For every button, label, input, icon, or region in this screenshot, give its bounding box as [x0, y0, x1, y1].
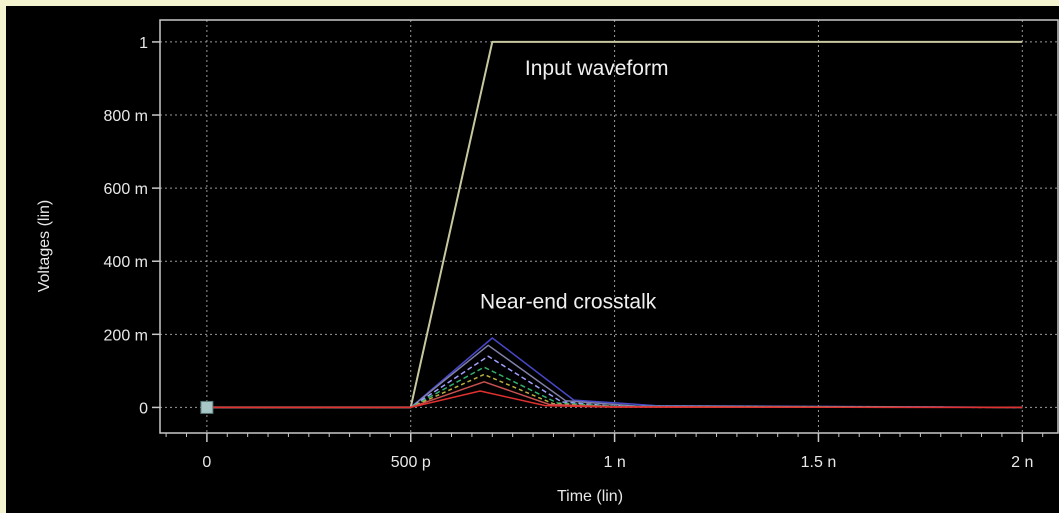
y-tick-label: 400 m — [104, 254, 148, 271]
x-tick-label: 1 n — [603, 454, 625, 471]
series-group — [200, 40, 1023, 414]
annotation-label: Near-end crosstalk — [480, 291, 657, 314]
grid — [160, 20, 1059, 433]
annotations: Input waveform Near-end crosstalk — [480, 57, 668, 314]
y-tick-label: 200 m — [104, 327, 148, 344]
plot-window: 0 500 p 1 n 1.5 n 2 n 0 200 m 400 m 600 m 800 m 1… — [6, 6, 1059, 513]
y-axis-title: Voltages (lin) — [36, 200, 53, 293]
y-axis-ticks: 0 200 m 400 m 600 m 800 m 1 — [104, 35, 160, 417]
x-tick-label: 0 — [202, 454, 211, 471]
y-tick-label: 800 m — [104, 108, 148, 125]
x-axis-ticks: 0 500 p 1 n 1.5 n 2 n — [165, 433, 1044, 471]
x-tick-label: 2 n — [1011, 454, 1033, 471]
plot-border — [159, 19, 1059, 434]
x-axis-title: Time (lin) — [557, 488, 623, 505]
crosstalk-chart: 0 500 p 1 n 1.5 n 2 n 0 200 m 400 m 600 m 800 m 1… — [36, 19, 1059, 505]
y-tick-label: 0 — [139, 400, 148, 417]
series-line-7 — [206, 390, 1023, 409]
y-tick-label: 1 — [139, 35, 148, 52]
x-tick-label: 1.5 n — [801, 454, 837, 471]
annotation-label: Input waveform — [525, 57, 669, 80]
x-tick-label: 500 p — [391, 454, 431, 471]
plot-area-border — [159, 19, 1059, 434]
y-tick-label: 600 m — [104, 181, 148, 198]
start-marker — [200, 400, 214, 414]
